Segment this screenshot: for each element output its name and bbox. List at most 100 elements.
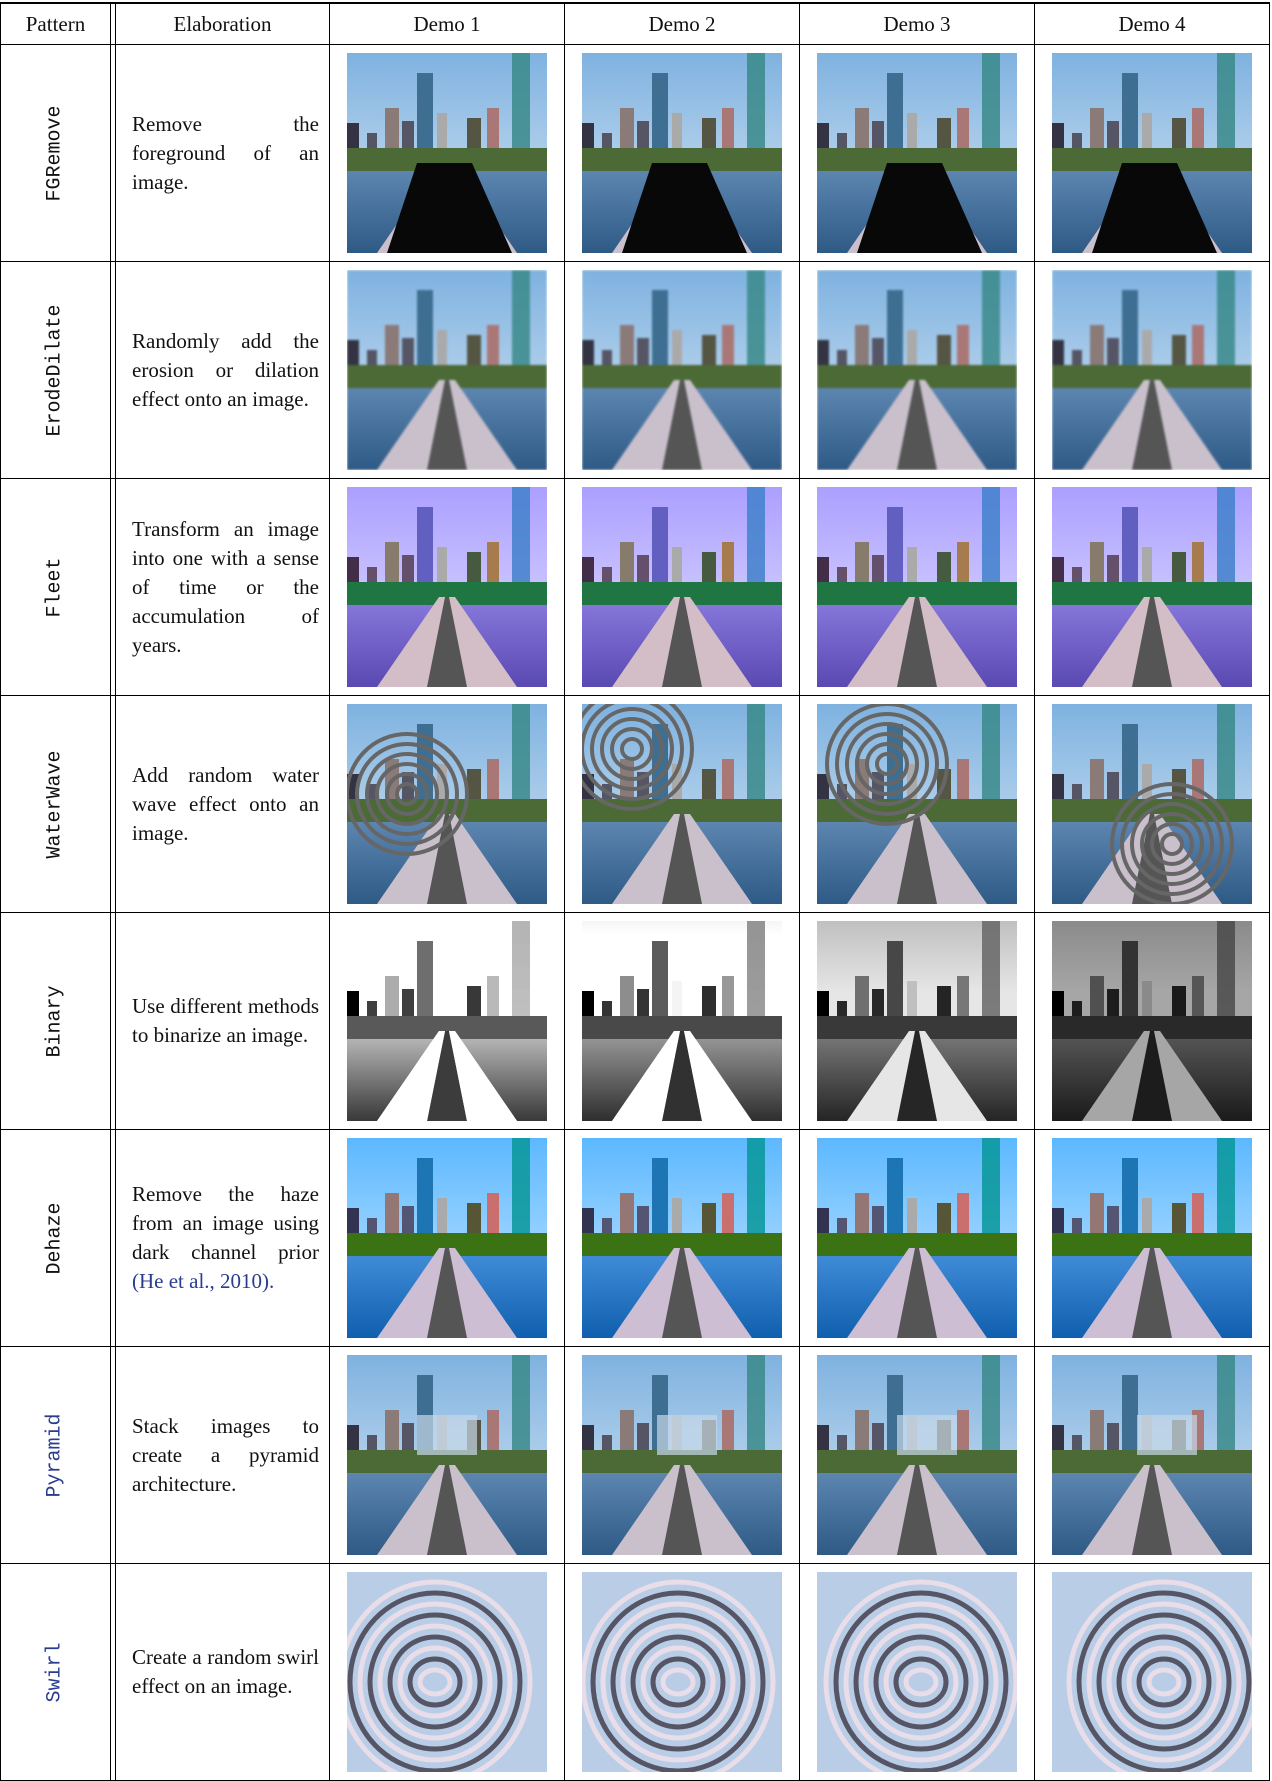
thumb-shape [817,1138,1017,1338]
thumb-shape [817,487,1017,687]
thumb-shape [1092,163,1217,253]
thumb-shape [835,712,939,816]
thumb-shape [863,1623,979,1741]
thumb-shape [582,1579,776,1772]
thumb-shape [582,704,684,801]
pattern-name: WaterWave [44,749,67,859]
thumb-shape [355,742,459,846]
demo-cell [1035,45,1270,261]
thumb-shape [873,1634,969,1730]
demo-cell [330,262,565,478]
thumb-shape [1150,822,1194,866]
demo-cell [1035,479,1270,695]
thumbnail [1052,1572,1252,1772]
thumb-shape [582,1138,782,1338]
thumb-shape [893,1656,949,1708]
thumbnail [817,1355,1017,1555]
thumb-shape [857,163,982,253]
demo-cell [565,1130,800,1346]
thumbnail [582,53,782,253]
thumbnail [582,1572,782,1772]
demo-cell [330,1564,565,1780]
thumb-shape [1120,792,1224,896]
thumb-shape [590,1590,766,1772]
thumb-shape [817,270,1017,470]
thumbnail [582,487,782,687]
elaboration: Remove the haze from an image using dark… [116,1180,329,1296]
thumbnail [582,1138,782,1338]
thumb-shape [377,1623,493,1741]
demo-cell [1035,913,1270,1129]
elaboration-text: Transform an image into one with a sense… [132,516,319,657]
demo-cell [1035,696,1270,912]
demo-cell [330,45,565,261]
thumb-shape [600,1601,756,1763]
demo-cell [1035,1130,1270,1346]
thumb-shape [1096,1612,1232,1752]
thumb-shape [417,1667,453,1697]
demo-cell [800,696,1035,912]
thumb-shape [417,1415,477,1455]
thumbnail [1052,921,1252,1121]
elaboration: Use different methods to binarize an ima… [116,992,329,1050]
demo-cell [800,45,1035,261]
demo-cell [330,1347,565,1563]
elaboration-text: Use different methods to binarize an ima… [132,994,319,1047]
thumb-shape [1146,1667,1182,1697]
thumb-shape [620,1623,736,1741]
thumb-shape [397,1645,473,1719]
table-row: Pyramid Stack images to create a pyramid … [0,1347,1270,1564]
elaboration-cell: Add random water wave effect onto an ima… [115,696,330,912]
thumbnail [817,1572,1017,1772]
demo-cell [800,262,1035,478]
demo-cell [800,1347,1035,1563]
pattern-name: FGRemove [43,104,67,202]
elaboration: Remove the foreground of an image. [116,110,329,197]
thumb-shape [1140,812,1204,876]
pattern-name: ErodeDilate [44,303,67,437]
thumb-shape [1086,1601,1242,1763]
header-cell: Demo 2 [565,4,800,44]
demo-cell [565,45,800,261]
pattern-cell: Dehaze [0,1130,111,1346]
thumbnail [582,1355,782,1555]
demo-cell [330,913,565,1129]
pattern-cell: Binary [0,913,111,1129]
demo-cell [330,479,565,695]
header-cell: Demo 1 [330,4,565,44]
thumb-shape [875,752,899,776]
thumb-shape [620,737,644,761]
elaboration-cell: Randomly add the erosion or dilation eff… [115,262,330,478]
thumb-shape [1052,921,1252,1121]
pattern-name: Swirl [43,1641,67,1703]
demo-cell [565,1564,800,1780]
elaboration: Stack images to create a pyramid archite… [116,1412,329,1499]
pattern-name: Fleet [43,556,67,618]
thumb-shape [640,1645,716,1719]
demo-cell [565,913,800,1129]
pattern-cell: WaterWave [0,696,111,912]
demo-cell [1035,1347,1270,1563]
thumb-shape [1110,782,1234,904]
demo-cell [565,1347,800,1563]
thumb-shape [845,722,929,806]
thumbnail [347,270,547,470]
demo-cell [800,479,1035,695]
thumbnail [817,53,1017,253]
thumb-shape [817,921,1017,1121]
thumb-shape [833,1590,1009,1772]
thumb-shape [865,742,909,786]
thumb-shape [1160,832,1184,856]
elaboration-cell: Stack images to create a pyramid archite… [115,1347,330,1563]
thumb-shape [1130,802,1214,886]
elaboration: Randomly add the erosion or dilation eff… [116,327,329,414]
table-row: Fleet Transform an image into one with a … [0,479,1270,696]
thumb-shape [1066,1579,1252,1772]
thumb-shape [590,707,674,791]
thumb-shape [357,1601,513,1763]
thumb-shape [823,1579,1017,1772]
thumb-shape [1052,1138,1252,1338]
thumbnail [817,487,1017,687]
thumb-shape [1106,1623,1222,1741]
thumb-shape [582,487,782,687]
